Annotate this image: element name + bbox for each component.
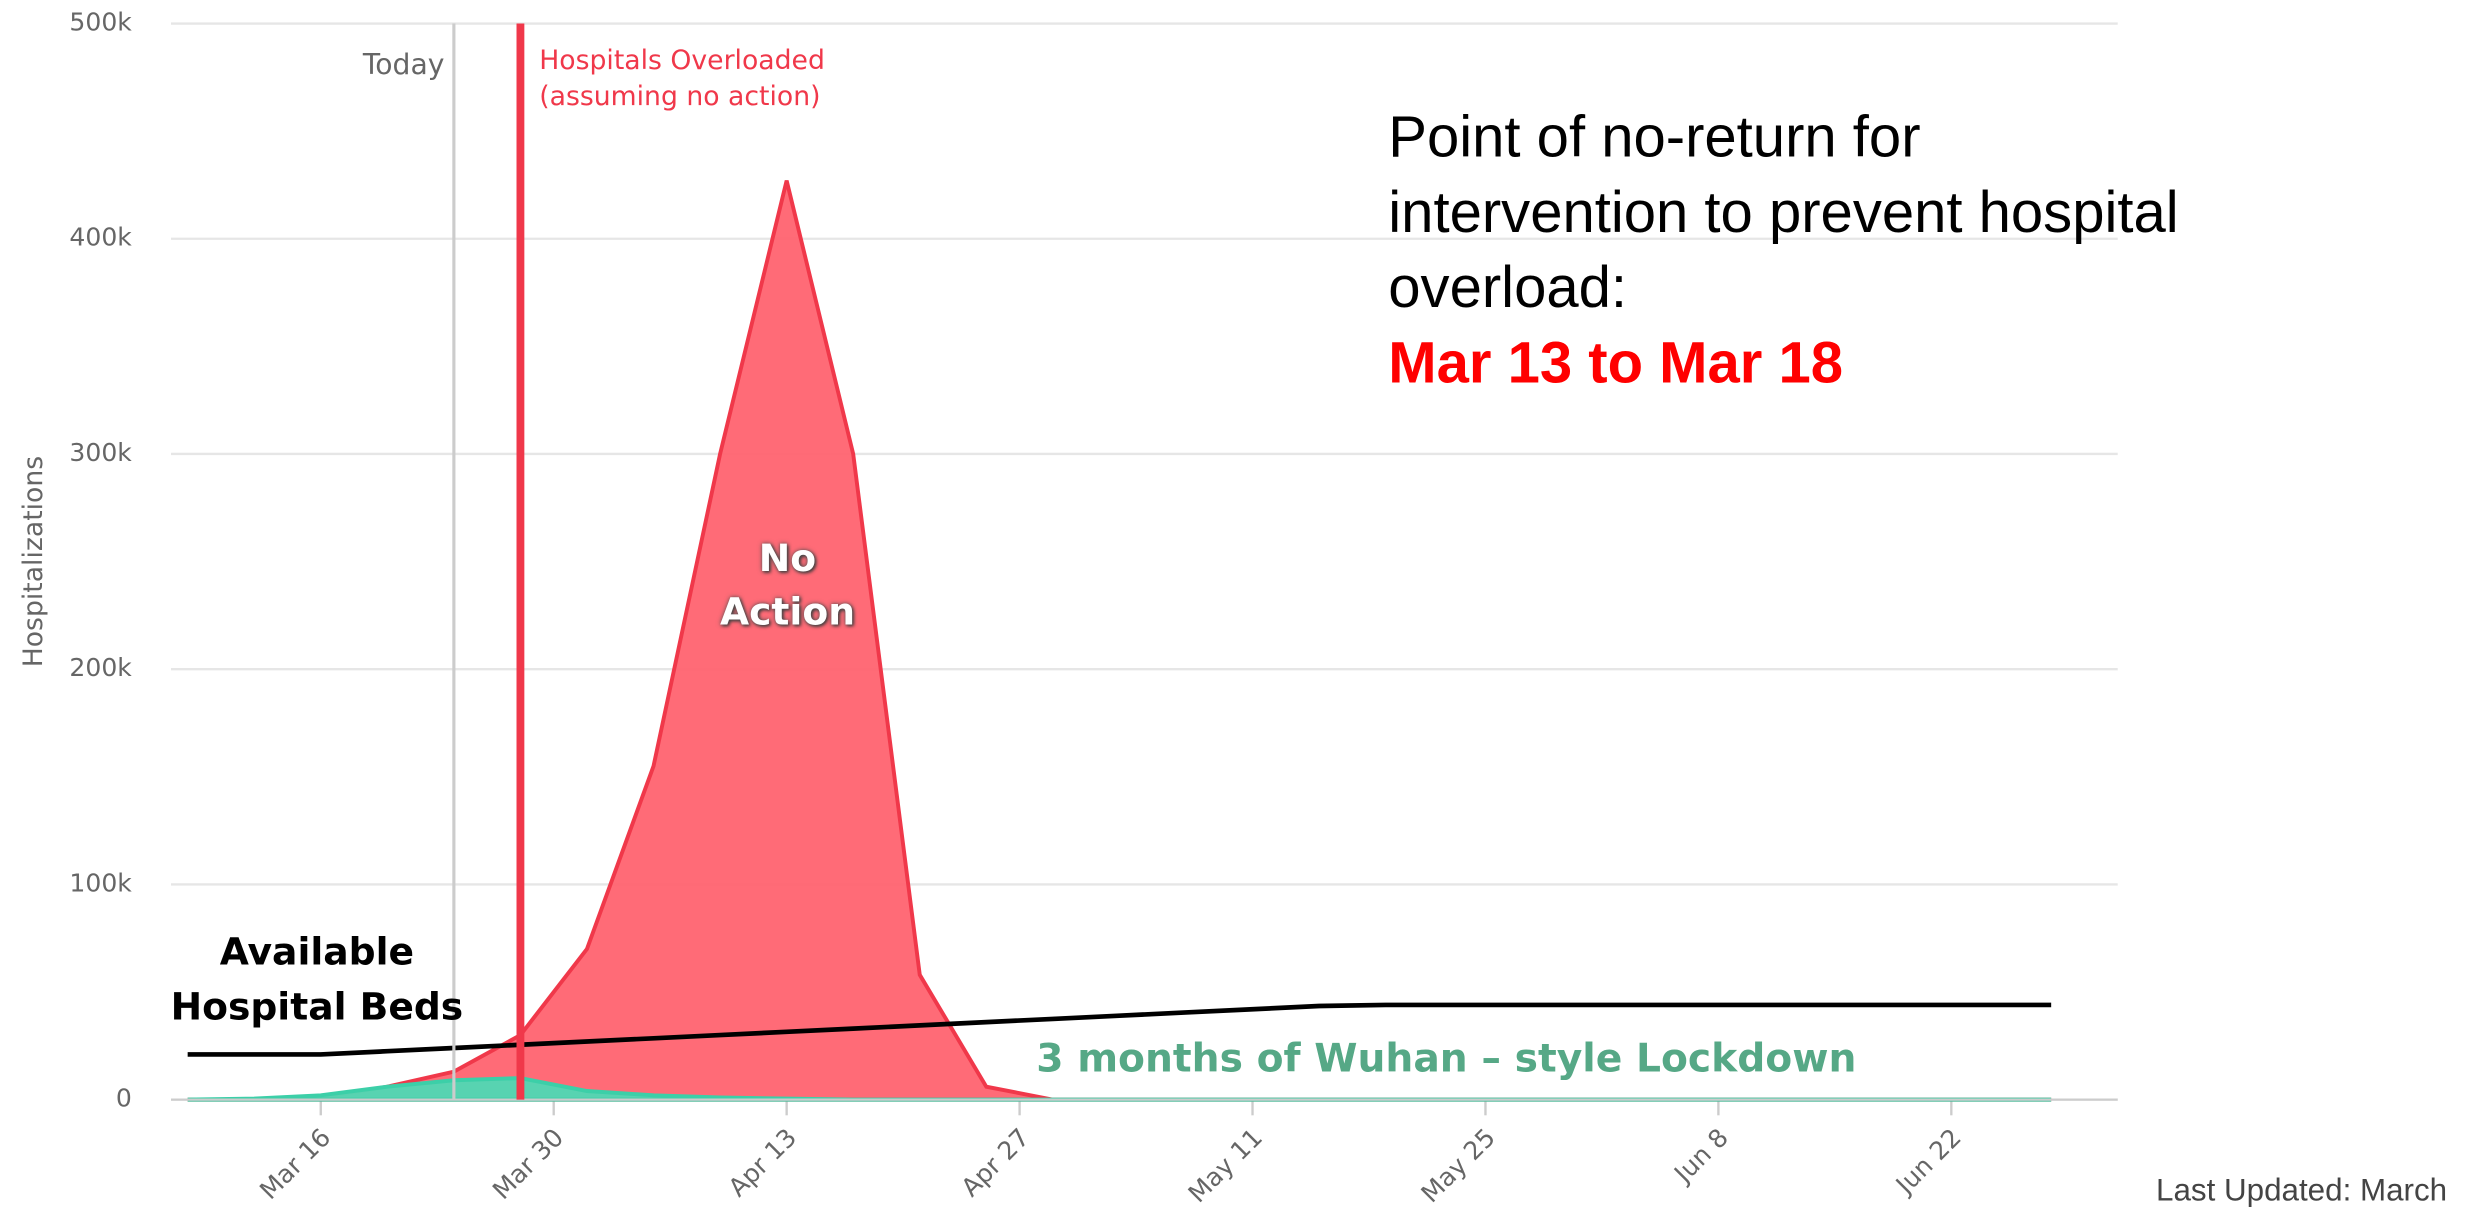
footer: Last Updated: March [2156, 1172, 2447, 1207]
y-tick-label: 500k [69, 8, 132, 37]
series-label: Available Hospital Beds [170, 930, 464, 1029]
x-tick-label: Mar 16 [254, 1123, 336, 1205]
note-highlight: Mar 13 to Mar 18 [1388, 330, 1843, 395]
y-tick-label: 300k [69, 438, 132, 467]
line [187, 1002, 2052, 1057]
series-label-box: Available Hospital Beds [170, 930, 464, 1029]
y-tick-label: 400k [69, 223, 132, 252]
x-tick-label: Jun 8 [1667, 1123, 1734, 1190]
y-tick-label: 0 [116, 1084, 132, 1113]
series-label: No Action [719, 536, 856, 634]
note-line: overload: [1388, 255, 1627, 320]
y-tick-label: 200k [69, 653, 132, 682]
series-label: 3 months of Wuhan – style Lockdown [1036, 1035, 1857, 1081]
x-tick-label: Apr 27 [956, 1123, 1035, 1202]
x-tick-label: Jun 22 [1889, 1123, 1967, 1201]
y-tick-label: 100k [69, 868, 132, 897]
series-label-box: 3 months of Wuhan – style Lockdown [1036, 1035, 1857, 1081]
note-line: intervention to prevent hospital [1388, 180, 2178, 245]
x-tick-label: May 11 [1183, 1123, 1268, 1208]
series-label-box: No Action [719, 536, 856, 634]
x-tick-label: Mar 30 [487, 1123, 569, 1205]
annotation-label-box: Hospitals Overloaded (assuming no action… [539, 45, 825, 113]
note-line: Point of no-return for [1388, 105, 1920, 170]
x-tick-label: May 25 [1416, 1123, 1501, 1208]
annotation-label: Hospitals Overloaded (assuming no action… [539, 45, 825, 113]
annotation-label: Today [362, 48, 445, 81]
y-axis-label: Hospitalizations [18, 456, 49, 667]
x-tick-label: Apr 13 [723, 1123, 802, 1202]
